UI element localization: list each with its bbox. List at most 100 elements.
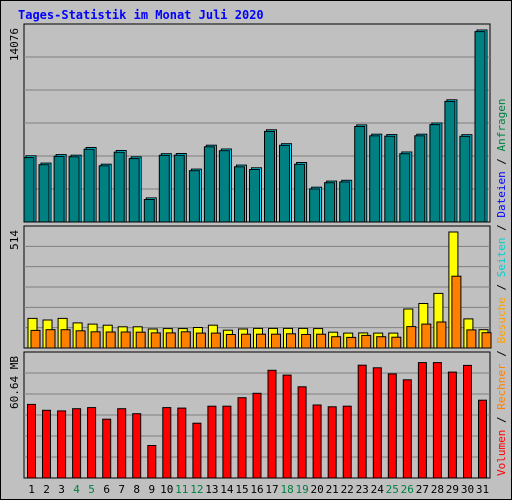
- bar-besuche-5: [90, 331, 101, 349]
- bar-volumen-29: [447, 371, 457, 479]
- panel-middle: 514: [8, 225, 492, 349]
- x-tick-label-31: 31: [476, 483, 489, 496]
- bar-volumen-14: [222, 405, 232, 479]
- bar-dateien-16: [249, 169, 260, 223]
- bar-besuche-6: [105, 331, 116, 349]
- bar-volumen-6: [102, 418, 112, 479]
- bar-besuche-25: [391, 336, 402, 349]
- bar-besuche-1: [30, 329, 41, 349]
- panel-bottom: 60.64 MB: [8, 351, 491, 479]
- bar-besuche-19: [301, 334, 312, 349]
- bar-dateien-21: [324, 182, 336, 223]
- x-tick-label-30: 30: [461, 483, 474, 496]
- bar-dateien-26: [399, 153, 411, 223]
- bar-volumen-9: [147, 445, 157, 479]
- legend-entry-rechner: Rechner: [495, 363, 508, 410]
- x-tick-label-27: 27: [416, 483, 429, 496]
- bar-dateien-5: [83, 148, 95, 223]
- bar-besuche-27: [421, 323, 432, 349]
- legend-entry-volumen: Volumen: [495, 430, 508, 476]
- bar-besuche-8: [135, 331, 146, 349]
- bar-volumen-31: [478, 399, 487, 479]
- x-tick-label-2: 2: [43, 483, 50, 496]
- bar-volumen-10: [162, 407, 172, 479]
- x-tick-label-24: 24: [371, 483, 385, 496]
- bar-volumen-20: [312, 404, 322, 479]
- bar-dateien-27: [414, 135, 426, 223]
- bar-besuche-14: [225, 334, 236, 349]
- x-tick-label-4: 4: [73, 483, 80, 496]
- bar-besuche-4: [75, 330, 86, 349]
- bar-volumen-17: [267, 369, 277, 479]
- bar-volumen-22: [342, 405, 352, 479]
- legend-entry-seiten: Seiten: [495, 238, 508, 278]
- x-tick-label-21: 21: [326, 483, 339, 496]
- legend-separator: /: [495, 218, 508, 238]
- x-tick-label-9: 9: [148, 483, 155, 496]
- bar-dateien-24: [369, 135, 381, 223]
- bar-besuche-24: [376, 336, 387, 349]
- bar-dateien-19: [294, 163, 306, 223]
- bar-besuche-30: [466, 329, 477, 349]
- bar-besuche-17: [271, 333, 281, 349]
- bar-besuche-9: [150, 332, 161, 349]
- bar-besuche-11: [180, 331, 191, 349]
- x-tick-label-26: 26: [401, 483, 414, 496]
- bar-dateien-11: [173, 154, 185, 223]
- x-tick-labels: 1 2 3 4 5 6 7 8 9 10 11 12 13 14 15 16 17 18 19 20 21 22 23 24 2…: [28, 483, 489, 496]
- bar-besuche-7: [120, 331, 131, 349]
- bar-dateien-3: [53, 155, 65, 223]
- bar-dateien-18: [279, 144, 290, 223]
- bar-besuche-28: [436, 321, 447, 349]
- x-tick-label-10: 10: [160, 483, 173, 496]
- legend-entry-besuche: Besuche: [495, 297, 508, 343]
- x-tick-label-14: 14: [220, 483, 234, 496]
- legend-separator: /: [495, 344, 508, 364]
- bar-volumen-24: [372, 367, 382, 479]
- bar-volumen-4: [72, 408, 82, 479]
- bar-volumen-3: [57, 410, 67, 479]
- bar-besuche-18: [286, 333, 296, 349]
- bar-dateien-13: [203, 146, 215, 223]
- bar-dateien-30: [459, 135, 471, 223]
- legend-separator: /: [495, 151, 508, 171]
- bar-volumen-19: [297, 386, 307, 479]
- bar-besuche-2: [45, 329, 56, 349]
- panels-group: 14076 514 60.64 MB: [8, 23, 492, 479]
- bar-volumen-5: [87, 407, 97, 479]
- bar-dateien-20: [309, 188, 321, 223]
- x-tick-label-23: 23: [356, 483, 369, 496]
- bar-volumen-12: [192, 422, 202, 479]
- x-tick-label-17: 17: [265, 483, 278, 496]
- legend: Volumen / Rechner / Besuche / Seiten / D…: [495, 98, 508, 476]
- bar-besuche-29: [451, 275, 462, 349]
- x-tick-label-15: 15: [235, 483, 248, 496]
- y-max-label-bottom: 60.64 MB: [8, 356, 21, 409]
- x-tick-label-20: 20: [310, 483, 323, 496]
- bar-dateien-15: [234, 166, 245, 223]
- panel-top: 14076: [8, 23, 491, 223]
- x-tick-label-8: 8: [133, 483, 140, 496]
- x-tick-label-7: 7: [118, 483, 125, 496]
- bar-dateien-12: [188, 170, 200, 223]
- bar-besuche-16: [256, 333, 266, 349]
- bar-volumen-26: [402, 379, 412, 479]
- x-tick-label-28: 28: [431, 483, 444, 496]
- bar-dateien-23: [354, 126, 366, 223]
- bar-dateien-14: [218, 150, 230, 223]
- bar-besuche-23: [361, 334, 372, 349]
- bar-volumen-11: [177, 407, 187, 479]
- bar-besuche-26: [406, 326, 417, 349]
- bar-dateien-9: [143, 199, 155, 223]
- bar-besuche-20: [316, 333, 327, 349]
- x-tick-label-18: 18: [280, 483, 293, 496]
- x-tick-label-3: 3: [58, 483, 65, 496]
- bar-dateien-17: [264, 130, 275, 223]
- bar-besuche-10: [165, 332, 176, 349]
- x-tick-label-29: 29: [446, 483, 459, 496]
- bar-volumen-7: [117, 408, 127, 479]
- x-tick-label-11: 11: [175, 483, 188, 496]
- bar-volumen-21: [327, 406, 337, 479]
